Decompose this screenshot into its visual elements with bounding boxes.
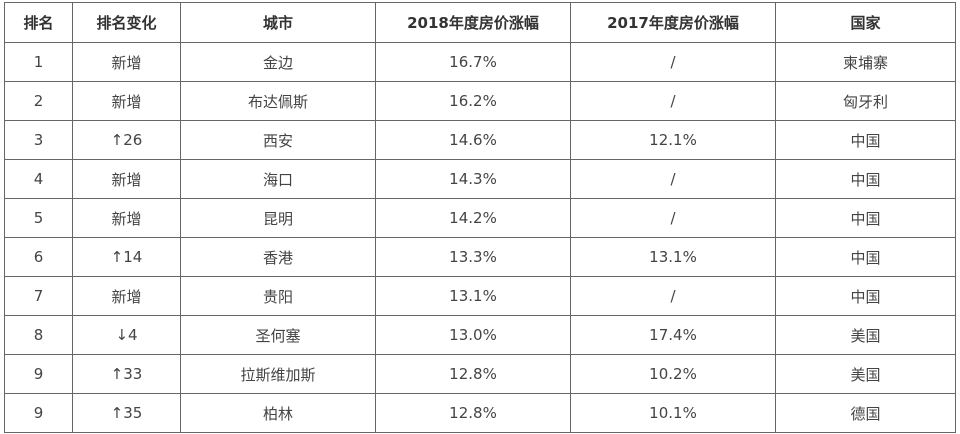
header-cell: 城市 <box>180 2 376 43</box>
table-cell: 7 <box>4 276 73 316</box>
table-cell: / <box>570 42 776 82</box>
table-cell: 12.8% <box>375 393 571 433</box>
table-cell: 14.2% <box>375 198 571 238</box>
table-row: 3 ↑26 西安 14.6% 12.1% 中国 <box>4 120 956 160</box>
table-cell: 9 <box>4 393 73 433</box>
table-cell: 新增 <box>72 42 181 82</box>
table-cell: 14.6% <box>375 120 571 160</box>
table-cell: 16.2% <box>375 81 571 121</box>
header-cell: 排名变化 <box>72 2 181 43</box>
table-cell: 中国 <box>775 120 956 160</box>
table-cell: 新增 <box>72 276 181 316</box>
table-cell: 2 <box>4 81 73 121</box>
table-cell: 16.7% <box>375 42 571 82</box>
table-cell: 13.1% <box>375 276 571 316</box>
table-cell: 海口 <box>180 159 376 199</box>
table-cell: 西安 <box>180 120 376 160</box>
table-cell: 8 <box>4 315 73 355</box>
table-head: 排名 排名变化 城市 2018年度房价涨幅 2017年度房价涨幅 国家 <box>4 2 956 43</box>
table-cell: / <box>570 198 776 238</box>
table-cell: 金边 <box>180 42 376 82</box>
table-cell: ↑14 <box>72 237 181 277</box>
table-cell: 圣何塞 <box>180 315 376 355</box>
table-cell: 布达佩斯 <box>180 81 376 121</box>
header-row: 排名 排名变化 城市 2018年度房价涨幅 2017年度房价涨幅 国家 <box>4 2 956 43</box>
table-row: 6 ↑14 香港 13.3% 13.1% 中国 <box>4 237 956 277</box>
table-cell: 新增 <box>72 159 181 199</box>
table-cell: 12.1% <box>570 120 776 160</box>
table-cell: 昆明 <box>180 198 376 238</box>
table-cell: 拉斯维加斯 <box>180 354 376 394</box>
table-cell: 13.3% <box>375 237 571 277</box>
table-body: 1 新增 金边 16.7% / 柬埔寨 2 新增 布达佩斯 16.2% / 匈牙利 3 ↑26 西安 14.6… <box>4 42 956 433</box>
table-cell: ↑33 <box>72 354 181 394</box>
table-cell: ↑26 <box>72 120 181 160</box>
table-cell: 德国 <box>775 393 956 433</box>
table-cell: / <box>570 276 776 316</box>
table-cell: 10.1% <box>570 393 776 433</box>
table-cell: 9 <box>4 354 73 394</box>
table-cell: 香港 <box>180 237 376 277</box>
table-cell: 匈牙利 <box>775 81 956 121</box>
table-cell: 3 <box>4 120 73 160</box>
table-row: 5 新增 昆明 14.2% / 中国 <box>4 198 956 238</box>
table-cell: 13.1% <box>570 237 776 277</box>
table-cell: 新增 <box>72 81 181 121</box>
table-cell: 柬埔寨 <box>775 42 956 82</box>
table-cell: 贵阳 <box>180 276 376 316</box>
table-cell: 13.0% <box>375 315 571 355</box>
table-cell: ↓4 <box>72 315 181 355</box>
table-row: 1 新增 金边 16.7% / 柬埔寨 <box>4 42 956 82</box>
table-cell: / <box>570 81 776 121</box>
table-cell: 4 <box>4 159 73 199</box>
header-cell: 排名 <box>4 2 73 43</box>
header-cell: 国家 <box>775 2 956 43</box>
table-cell: 中国 <box>775 159 956 199</box>
table-row: 7 新增 贵阳 13.1% / 中国 <box>4 276 956 316</box>
table-cell: 1 <box>4 42 73 82</box>
table-cell: 中国 <box>775 237 956 277</box>
ranking-table: 排名 排名变化 城市 2018年度房价涨幅 2017年度房价涨幅 国家 1 新增 金边 16.7… <box>4 2 956 433</box>
table-cell: 6 <box>4 237 73 277</box>
table-cell: 14.3% <box>375 159 571 199</box>
table-row: 9 ↑33 拉斯维加斯 12.8% 10.2% 美国 <box>4 354 956 394</box>
table-cell: 中国 <box>775 198 956 238</box>
table-cell: 新增 <box>72 198 181 238</box>
table-row: 8 ↓4 圣何塞 13.0% 17.4% 美国 <box>4 315 956 355</box>
table-cell: 中国 <box>775 276 956 316</box>
table-cell: 美国 <box>775 315 956 355</box>
table-cell: 12.8% <box>375 354 571 394</box>
table-cell: 柏林 <box>180 393 376 433</box>
table-cell: 17.4% <box>570 315 776 355</box>
header-cell: 2018年度房价涨幅 <box>375 2 571 43</box>
table-cell: 5 <box>4 198 73 238</box>
table-cell: ↑35 <box>72 393 181 433</box>
table-cell: 美国 <box>775 354 956 394</box>
table-row: 9 ↑35 柏林 12.8% 10.1% 德国 <box>4 393 956 433</box>
header-cell: 2017年度房价涨幅 <box>570 2 776 43</box>
table-row: 4 新增 海口 14.3% / 中国 <box>4 159 956 199</box>
table-cell: / <box>570 159 776 199</box>
table-cell: 10.2% <box>570 354 776 394</box>
table-row: 2 新增 布达佩斯 16.2% / 匈牙利 <box>4 81 956 121</box>
